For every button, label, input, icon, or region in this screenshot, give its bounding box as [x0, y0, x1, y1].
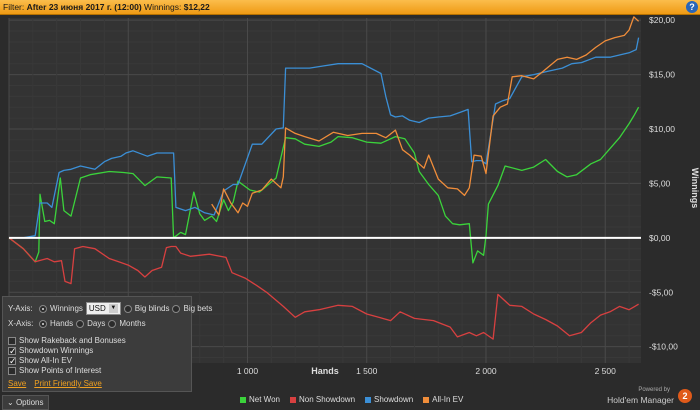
chevron-down-icon: ▼ [108, 304, 118, 313]
y-tick-label: $0,00 [649, 233, 671, 243]
checkbox-poi-label: Show Points of Interest [19, 366, 102, 375]
filter-label: Filter: [3, 2, 25, 12]
radio-days[interactable] [76, 319, 85, 328]
x-axis-label: X-Axis: [8, 319, 34, 328]
y-tick-label: $20,00 [649, 16, 675, 25]
checkbox-showdown[interactable]: ✓ Showdown Winnings [8, 346, 93, 355]
radio-winnings-label: Winnings [50, 304, 83, 313]
options-button[interactable]: ⌄ Options [2, 395, 49, 410]
checkbox-allin-box[interactable]: ✓ [8, 355, 17, 366]
checkbox-rakeback[interactable]: Show Rakeback and Bonuses [8, 336, 126, 345]
chevron-down-icon: ⌄ [7, 398, 14, 407]
y-axis-label: Y-Axis: [8, 304, 33, 313]
radio-big-blinds[interactable] [123, 304, 132, 313]
y-tick-label: $10,00 [649, 124, 675, 134]
y-tick-label: $15,00 [649, 70, 675, 80]
legend-item-all-in-ev: All-In EV [423, 395, 463, 404]
radio-days-label: Days [87, 319, 106, 328]
series-line-net-won [8, 106, 640, 264]
checkbox-poi-box[interactable] [8, 366, 16, 375]
powered-by-text: Powered by [638, 387, 670, 393]
options-button-label: Options [15, 398, 44, 407]
radio-big-bets[interactable] [172, 304, 181, 313]
y-tick-label: $5,00 [649, 178, 671, 188]
y-axis-row: Y-Axis: Winnings USD ▼ Big blinds Big bet… [8, 302, 212, 315]
y-axis-label: Winnings [690, 168, 700, 208]
legend-label: Net Won [249, 395, 280, 404]
checkbox-allin[interactable]: ✓ Show All-In EV [8, 356, 72, 365]
print-friendly-save-link[interactable]: Print Friendly Save [34, 379, 102, 388]
checkbox-rakeback-box[interactable] [8, 336, 16, 345]
y-tick-label: -$10,00 [649, 342, 678, 352]
legend-label: Non Showdown [298, 395, 356, 404]
x-axis-row: X-Axis: Hands Days Months [8, 319, 146, 328]
y-tick-label: -$5,00 [649, 287, 673, 297]
legend-label: All-In EV [432, 395, 464, 404]
series-group [8, 16, 640, 340]
radio-months-label: Months [119, 319, 146, 328]
help-icon[interactable]: ? [686, 1, 698, 13]
save-link[interactable]: Save [8, 379, 27, 388]
brand-logo-icon: 2 [678, 389, 692, 403]
bottom-bar [0, 394, 700, 409]
series-line-non-showdown [8, 237, 639, 340]
winnings-value: $12,22 [183, 2, 210, 12]
checkbox-showdown-label: Showdown Winnings [19, 346, 94, 355]
radio-big-bets-label: Big bets [183, 304, 213, 313]
x-tick-label: 1 000 [237, 366, 259, 376]
winnings-label: Winnings: [144, 2, 182, 12]
filter-bar[interactable]: Filter: After 23 июня 2017 г. (12:00) Wi… [0, 0, 700, 15]
currency-value: USD [88, 304, 106, 313]
filter-value: After 23 июня 2017 г. (12:00) [26, 2, 142, 12]
options-panel: Y-Axis: Winnings USD ▼ Big blinds Big bet… [2, 296, 212, 392]
chart-legend: Net Won Non Showdown Showdown All-In EV [240, 395, 463, 404]
currency-select[interactable]: USD ▼ [85, 302, 121, 315]
series-line-showdown [9, 37, 640, 239]
legend-swatch [365, 396, 372, 403]
legend-item-net-won: Net Won [240, 395, 280, 404]
legend-item-showdown: Showdown [365, 395, 413, 404]
checkbox-poi[interactable]: Show Points of Interest [8, 366, 101, 375]
radio-hands[interactable] [39, 319, 47, 328]
series-line-all-in-ev [211, 16, 640, 216]
legend-swatch [423, 396, 430, 403]
brand-name: Hold'em Manager [607, 395, 674, 405]
radio-big-blinds-label: Big blinds [134, 304, 170, 313]
x-tick-label: 1 500 [356, 366, 378, 376]
x-axis-label: Hands [311, 366, 339, 376]
radio-winnings[interactable] [39, 304, 47, 313]
radio-months[interactable] [108, 319, 117, 328]
x-tick-label: 2 500 [595, 366, 617, 376]
checkbox-showdown-box[interactable]: ✓ [8, 345, 17, 356]
checkbox-rakeback-label: Show Rakeback and Bonuses [19, 336, 126, 345]
legend-item-non-showdown: Non Showdown [289, 395, 356, 404]
legend-swatch [289, 396, 296, 403]
legend-label: Showdown [374, 395, 414, 404]
tick-labels: -$10,00 -$5,00 $0,00 $5,00 $10,00 $15,00 $20,0… [237, 16, 678, 376]
save-links: Save Print Friendly Save [8, 379, 102, 388]
legend-swatch [240, 396, 246, 403]
checkbox-allin-label: Show All-In EV [19, 356, 72, 365]
radio-hands-label: Hands [50, 319, 74, 328]
x-tick-label: 2 000 [475, 366, 497, 376]
